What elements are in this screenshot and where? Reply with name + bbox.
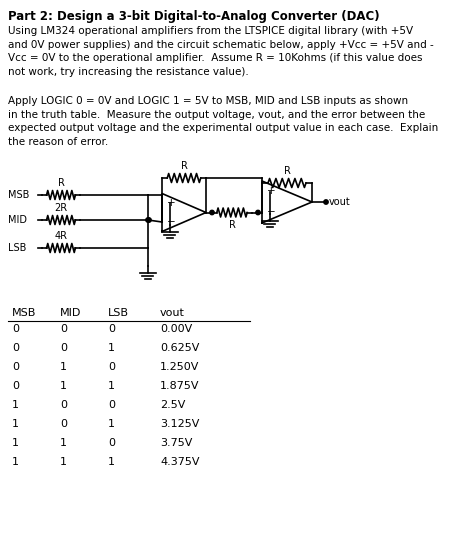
Text: LSB: LSB (108, 308, 129, 318)
Text: LSB: LSB (8, 243, 27, 253)
Text: Using LM324 operational amplifiers from the LTSPICE digital library (with +5V
an: Using LM324 operational amplifiers from … (8, 26, 434, 77)
Text: 1: 1 (108, 381, 115, 391)
Text: 3.75V: 3.75V (160, 438, 192, 448)
Text: 0: 0 (12, 362, 19, 372)
Text: 0: 0 (60, 324, 67, 334)
Text: −: − (267, 208, 276, 217)
Text: MID: MID (8, 215, 27, 225)
Text: 0.00V: 0.00V (160, 324, 192, 334)
Text: MID: MID (60, 308, 82, 318)
Text: 0.625V: 0.625V (160, 343, 200, 353)
Text: 0: 0 (12, 343, 19, 353)
Text: 1: 1 (108, 419, 115, 429)
Text: 1: 1 (60, 438, 67, 448)
Text: 1: 1 (12, 400, 19, 410)
Text: 0: 0 (108, 362, 115, 372)
Circle shape (146, 218, 150, 222)
Text: R: R (283, 166, 291, 176)
Text: vout: vout (160, 308, 185, 318)
Text: 0: 0 (60, 419, 67, 429)
Text: MSB: MSB (8, 190, 29, 200)
Text: Part 2: Design a 3-bit Digital-to-Analog Converter (DAC): Part 2: Design a 3-bit Digital-to-Analog… (8, 10, 380, 23)
Text: 1.250V: 1.250V (160, 362, 200, 372)
Text: vout: vout (329, 197, 351, 207)
Text: 1: 1 (12, 438, 19, 448)
Text: 4.375V: 4.375V (160, 457, 200, 467)
Text: 0: 0 (108, 324, 115, 334)
Text: MSB: MSB (12, 308, 36, 318)
Text: R: R (57, 178, 64, 188)
Circle shape (256, 210, 260, 215)
Text: 0: 0 (12, 381, 19, 391)
Text: +: + (267, 187, 275, 197)
Text: 1.875V: 1.875V (160, 381, 200, 391)
Text: R: R (228, 220, 236, 230)
Text: 1: 1 (60, 457, 67, 467)
Text: 2.5V: 2.5V (160, 400, 185, 410)
Circle shape (147, 218, 151, 222)
Text: 1: 1 (108, 457, 115, 467)
Text: +: + (167, 198, 176, 208)
Text: 3.125V: 3.125V (160, 419, 200, 429)
Text: Apply LOGIC 0 = 0V and LOGIC 1 = 5V to MSB, MID and LSB inputs as shown
in the t: Apply LOGIC 0 = 0V and LOGIC 1 = 5V to M… (8, 96, 438, 147)
Text: R: R (181, 161, 187, 171)
Text: 1: 1 (12, 419, 19, 429)
Text: 1: 1 (108, 343, 115, 353)
Text: 1: 1 (60, 381, 67, 391)
Text: 0: 0 (108, 400, 115, 410)
Text: 1: 1 (60, 362, 67, 372)
Circle shape (324, 200, 328, 204)
Text: 0: 0 (60, 400, 67, 410)
Text: 1: 1 (12, 457, 19, 467)
Text: 0: 0 (60, 343, 67, 353)
Text: 4R: 4R (55, 231, 67, 241)
Text: 0: 0 (108, 438, 115, 448)
Text: 2R: 2R (55, 203, 68, 213)
Text: −: − (167, 217, 176, 227)
Text: 0: 0 (12, 324, 19, 334)
Circle shape (210, 210, 214, 215)
